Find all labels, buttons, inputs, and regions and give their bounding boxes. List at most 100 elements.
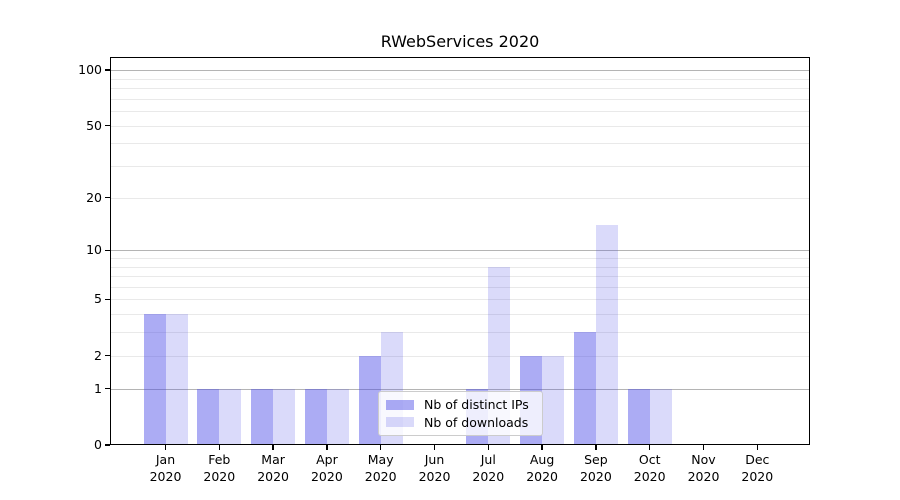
y-tick-mark-5 (105, 298, 110, 301)
x-tick-year-nov: 2020 (687, 468, 720, 484)
bar-downloads-jan (165, 314, 188, 444)
plot-area (110, 57, 810, 445)
gridline-y-7 (111, 276, 809, 277)
bar-distinct-ips-jan (143, 314, 166, 444)
bar-downloads-mar (273, 388, 296, 444)
chart-title: RWebServices 2020 (380, 32, 540, 51)
x-tick-mark-jun (433, 445, 436, 450)
legend-item-distinct-ips: Nb of distinct IPs (386, 397, 536, 412)
x-tick-label-jul: Jul 2020 (456, 452, 520, 485)
x-tick-month-oct: Oct (638, 452, 661, 467)
bar-distinct-ips-mar (251, 388, 274, 444)
x-tick-label-apr: Apr 2020 (295, 452, 359, 485)
x-tick-mark-sep (595, 445, 597, 450)
x-tick-year-feb: 2020 (203, 468, 236, 484)
y-tick-label-100: 100 (78, 62, 102, 77)
y-tick-mark-20 (105, 196, 110, 199)
gridline-y-20 (111, 197, 809, 199)
y-tick-mark-2 (105, 355, 110, 357)
x-tick-label-jun: Jun 2020 (403, 452, 467, 485)
x-tick-label-may: May 2020 (349, 452, 413, 485)
gridline-y-30 (111, 166, 809, 167)
x-tick-month-jun: Jun (424, 452, 445, 467)
gridline-y-8 (111, 266, 809, 268)
legend-label-downloads: Nb of downloads (424, 414, 529, 430)
legend: Nb of distinct IPs Nb of downloads (378, 391, 543, 436)
bar-distinct-ips-may (358, 355, 381, 444)
x-tick-year-aug: 2020 (526, 468, 558, 484)
gridline-y-3 (111, 332, 809, 334)
x-tick-label-nov: Nov 2020 (672, 452, 736, 485)
legend-swatch-downloads (386, 417, 414, 428)
bar-downloads-aug (542, 355, 565, 444)
y-tick-label-2: 2 (94, 347, 102, 363)
x-tick-month-jan: Jan (155, 452, 176, 467)
x-tick-year-sep: 2020 (579, 468, 612, 484)
x-tick-mark-oct (649, 445, 651, 450)
x-tick-month-may: May (367, 452, 394, 467)
legend-swatch-distinct-ips (386, 399, 414, 410)
y-tick-label-50: 50 (86, 117, 102, 133)
x-tick-label-aug: Aug 2020 (510, 452, 574, 485)
bar-downloads-feb (219, 388, 242, 444)
x-tick-month-dec: Dec (745, 452, 770, 467)
x-tick-mark-dec (756, 445, 758, 450)
bar-distinct-ips-apr (304, 388, 327, 444)
gridline-y-80 (111, 87, 809, 89)
y-tick-label-1: 1 (94, 380, 102, 396)
bar-downloads-sep (595, 225, 618, 444)
x-tick-month-nov: Nov (691, 452, 716, 467)
gridline-y-2 (111, 355, 809, 357)
gridline-y-90 (111, 78, 809, 80)
gridline-y-10 (111, 250, 809, 252)
x-tick-label-feb: Feb 2020 (187, 452, 251, 485)
bar-distinct-ips-sep (573, 332, 596, 444)
y-tick-label-5: 5 (94, 291, 102, 307)
x-tick-label-jan: Jan 2020 (134, 452, 198, 485)
x-tick-year-apr: 2020 (310, 468, 343, 484)
x-tick-mark-aug (541, 445, 543, 450)
y-tick-mark-100 (105, 69, 110, 71)
x-tick-mark-jan (164, 445, 167, 450)
gridline-y-50 (111, 125, 809, 127)
x-tick-month-aug: Aug (529, 452, 555, 467)
x-tick-year-jul: 2020 (472, 468, 505, 484)
gridline-y-9 (111, 257, 809, 259)
bar-downloads-oct (649, 388, 672, 444)
x-tick-year-dec: 2020 (741, 468, 774, 484)
bar-distinct-ips-oct (627, 388, 650, 444)
y-tick-mark-10 (105, 249, 110, 251)
legend-item-downloads: Nb of downloads (386, 415, 536, 430)
y-tick-label-10: 10 (86, 242, 102, 258)
gridline-y-60 (111, 111, 809, 112)
gridline-y-40 (111, 143, 809, 145)
legend-label-distinct-ips: Nb of distinct IPs (424, 397, 529, 413)
y-tick-mark-0 (105, 444, 110, 446)
x-tick-month-feb: Feb (208, 452, 231, 467)
x-tick-month-sep: Sep (584, 452, 608, 467)
y-tick-mark-1 (105, 388, 110, 390)
x-tick-label-dec: Dec 2020 (725, 452, 789, 485)
x-tick-mark-mar (272, 445, 274, 450)
gridline-y-4 (111, 314, 809, 316)
x-tick-year-oct: 2020 (633, 468, 666, 484)
y-tick-label-0: 0 (94, 437, 102, 452)
gridline-y-70 (111, 98, 809, 100)
y-tick-label-20: 20 (86, 189, 102, 205)
x-tick-year-jan: 2020 (149, 468, 182, 484)
x-tick-month-apr: Apr (316, 452, 338, 467)
x-tick-year-may: 2020 (364, 468, 397, 484)
gridline-y-6 (111, 286, 809, 288)
gridline-y-5 (111, 299, 809, 301)
gridline-y-1 (111, 388, 809, 390)
x-tick-label-oct: Oct 2020 (618, 452, 682, 485)
x-tick-mark-apr (326, 445, 328, 450)
x-tick-month-mar: Mar (261, 452, 285, 467)
x-tick-year-mar: 2020 (257, 468, 289, 484)
x-tick-month-jul: Jul (480, 452, 496, 467)
gridline-y-100 (111, 70, 809, 71)
bar-downloads-apr (326, 388, 349, 444)
x-tick-label-sep: Sep 2020 (564, 452, 628, 485)
y-tick-mark-50 (105, 124, 110, 127)
